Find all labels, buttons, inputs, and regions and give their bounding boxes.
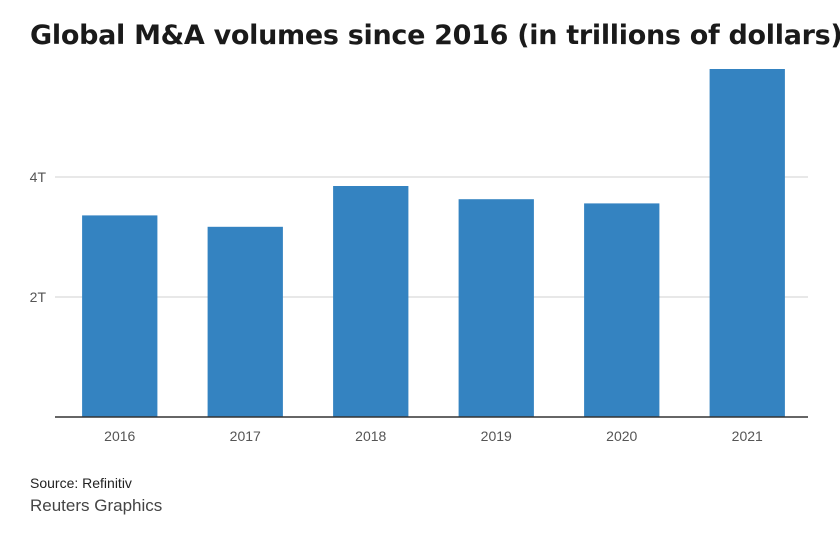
y-tick-label: 2T: [30, 289, 47, 305]
y-tick-label: 4T: [30, 169, 47, 185]
x-tick-label: 2016: [104, 428, 135, 444]
bar-2018: [333, 186, 409, 417]
gridlines: [55, 176, 808, 298]
x-tick-label: 2021: [732, 428, 763, 444]
bar-2019: [458, 199, 534, 417]
y-tick-labels: 2T 4T: [30, 169, 47, 305]
x-tick-label: 2017: [230, 428, 261, 444]
x-tick-label: 2019: [481, 428, 512, 444]
source-note: Source: Refinitiv: [30, 475, 132, 491]
bar-2020: [584, 203, 660, 417]
bar-2017: [207, 226, 283, 417]
x-tick-label: 2020: [606, 428, 637, 444]
credit-line: Reuters Graphics: [30, 496, 163, 515]
bars: [82, 69, 785, 417]
bar-2021: [709, 69, 785, 417]
chart-title: Global M&A volumes since 2016 (in trilli…: [30, 20, 840, 51]
x-tick-labels: 2016 2017 2018 2019 2020 2021: [104, 428, 763, 444]
bar-2016: [82, 215, 158, 417]
x-tick-label: 2018: [355, 428, 386, 444]
